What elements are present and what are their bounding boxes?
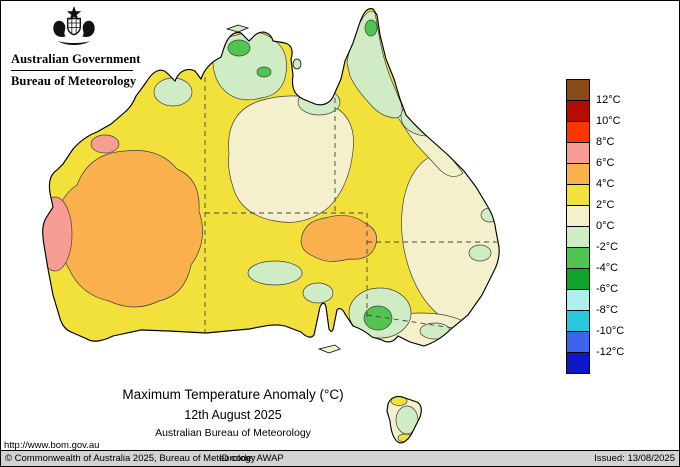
legend-label: -10°C [596, 325, 625, 337]
legend-color-box [566, 289, 590, 311]
id-code-text: ID code: AWAP [219, 453, 284, 464]
legend-label: 4°C [596, 178, 615, 190]
legend-color-box [566, 79, 590, 101]
legend-color-box [566, 100, 590, 122]
legend-color-box [566, 331, 590, 353]
legend-color-box [566, 352, 590, 374]
legend-labels: 12°C 10°C 8°C 6°C 4°C 2°C 0°C -2°C -4°C -6°C -8°C -… [596, 79, 638, 374]
groote-island [292, 58, 302, 70]
map-caption: Maximum Temperature Anomaly (°C) 12th Au… [43, 387, 423, 439]
footer-bar: © Commonwealth of Australia 2025, Bureau… [1, 450, 679, 466]
legend-color-box [566, 184, 590, 206]
legend-label: -4°C [596, 262, 619, 274]
legend-label: 8°C [596, 136, 615, 148]
legend-label: -6°C [596, 283, 619, 295]
legend-color-box [566, 247, 590, 269]
legend-label: 0°C [596, 220, 615, 232]
legend-label: 12°C [596, 94, 621, 106]
bureau-title: Bureau of Meteorology [11, 74, 137, 88]
map-date: 12th August 2025 [184, 408, 282, 422]
issued-text: Issued: 13/08/2025 [594, 453, 675, 464]
legend-color-box [566, 310, 590, 332]
legend-color-box [566, 163, 590, 185]
legend: 12°C 10°C 8°C 6°C 4°C 2°C 0°C -2°C -4°C -6°C -8°C -… [566, 79, 638, 374]
coat-of-arms-icon [53, 5, 95, 46]
legend-scale [566, 79, 590, 374]
legend-label: -12°C [596, 346, 625, 358]
legend-label: 10°C [596, 115, 621, 127]
mainland-coastline [42, 8, 500, 347]
map-org: Australian Bureau of Meteorology [155, 427, 311, 439]
kangaroo-island [317, 344, 341, 354]
website-url: http://www.bom.gov.au [4, 440, 100, 451]
legend-label: 2°C [596, 199, 615, 211]
legend-label: -2°C [596, 241, 619, 253]
legend-label: 6°C [596, 157, 615, 169]
legend-color-box [566, 142, 590, 164]
bom-logo: Australian Government Bureau of Meteorol… [11, 5, 141, 89]
legend-color-box [566, 121, 590, 143]
legend-label: -8°C [596, 304, 619, 316]
logo-divider [11, 70, 133, 71]
government-title: Australian Government [11, 52, 141, 66]
legend-color-box [566, 205, 590, 227]
copyright-text: © Commonwealth of Australia 2025, Bureau… [5, 453, 256, 464]
legend-color-box [566, 268, 590, 290]
map-title: Maximum Temperature Anomaly (°C) [122, 387, 344, 402]
legend-color-box [566, 226, 590, 248]
melville-island [225, 24, 250, 33]
state-borders [204, 77, 497, 333]
tasmania-coastline [386, 395, 422, 444]
